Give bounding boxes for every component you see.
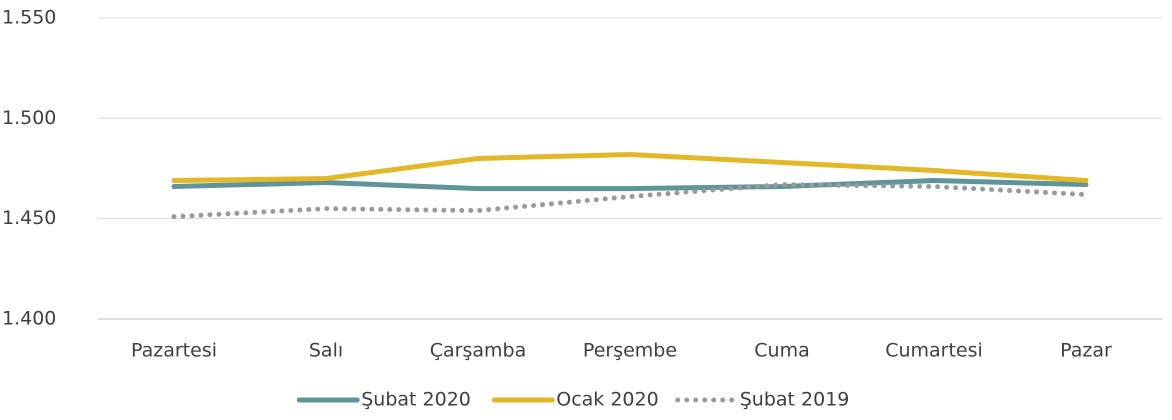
y-tick-label: 1.400: [2, 308, 56, 330]
line-series: [171, 182, 1089, 220]
x-tick-label: Pazar: [1060, 340, 1112, 362]
legend-label: Şubat 2020: [361, 389, 471, 411]
y-tick-label: 1.450: [2, 207, 56, 229]
y-tick-label: 1.550: [2, 7, 56, 29]
x-tick-label: Çarşamba: [430, 340, 526, 362]
y-tick-label: 1.500: [2, 107, 56, 129]
x-tick-label: Perşembe: [583, 340, 677, 362]
line-series: [171, 178, 1089, 192]
x-tick-label: Cuma: [754, 340, 809, 362]
x-tick-label: Cumartesi: [885, 340, 983, 362]
x-tick-label: Pazartesi: [131, 340, 217, 362]
legend-label: Şubat 2019: [740, 389, 850, 411]
x-tick-label: Salı: [309, 340, 343, 362]
legend-label: Ocak 2020: [556, 389, 658, 411]
line-series: [171, 151, 1089, 184]
